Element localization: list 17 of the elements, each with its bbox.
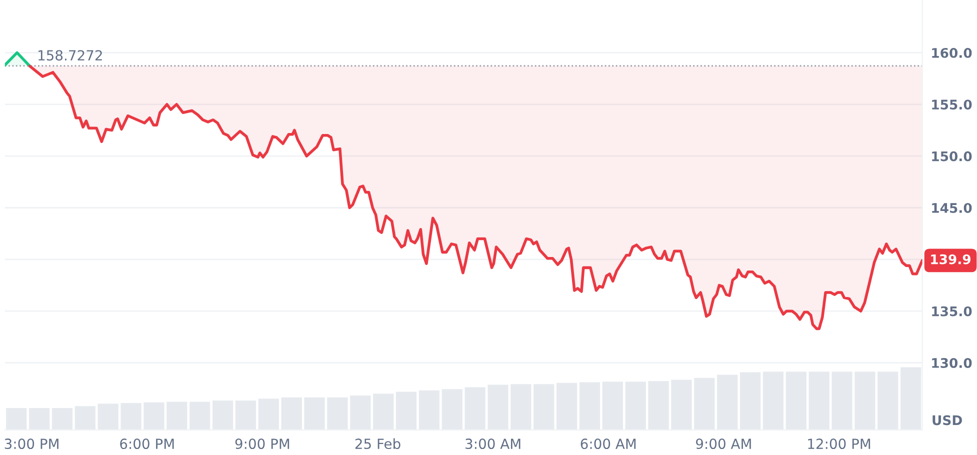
x-tick-label: 12:00 PM bbox=[808, 438, 870, 450]
y-tick-label: 160.0 bbox=[932, 48, 972, 58]
x-tick-label: 3:00 PM bbox=[4, 438, 58, 450]
x-tick-label: 9:00 AM bbox=[696, 438, 751, 450]
y-tick-label: 135.0 bbox=[932, 306, 972, 316]
x-tick-label: 6:00 AM bbox=[580, 438, 636, 450]
annotation: 139.9 bbox=[931, 254, 971, 264]
y-tick-label: 155.0 bbox=[932, 100, 972, 110]
x-tick-label: 6:00 PM bbox=[120, 438, 174, 450]
y-axis-title: USD bbox=[932, 415, 962, 426]
x-tick-label: 3:00 AM bbox=[466, 438, 520, 450]
x-tick-label: 9:00 PM bbox=[235, 438, 290, 450]
y-tick-label: 145.0 bbox=[932, 202, 972, 213]
ref-line-label: 158.7272 bbox=[38, 50, 102, 61]
y-tick-label: 150.0 bbox=[932, 151, 972, 162]
x-tick-label: 25 Feb bbox=[355, 438, 400, 450]
y-tick-label: 130.0 bbox=[932, 358, 972, 368]
